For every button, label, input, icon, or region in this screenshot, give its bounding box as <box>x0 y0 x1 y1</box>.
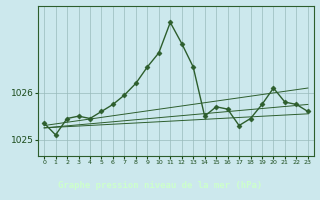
Text: Graphe pression niveau de la mer (hPa): Graphe pression niveau de la mer (hPa) <box>58 181 262 190</box>
